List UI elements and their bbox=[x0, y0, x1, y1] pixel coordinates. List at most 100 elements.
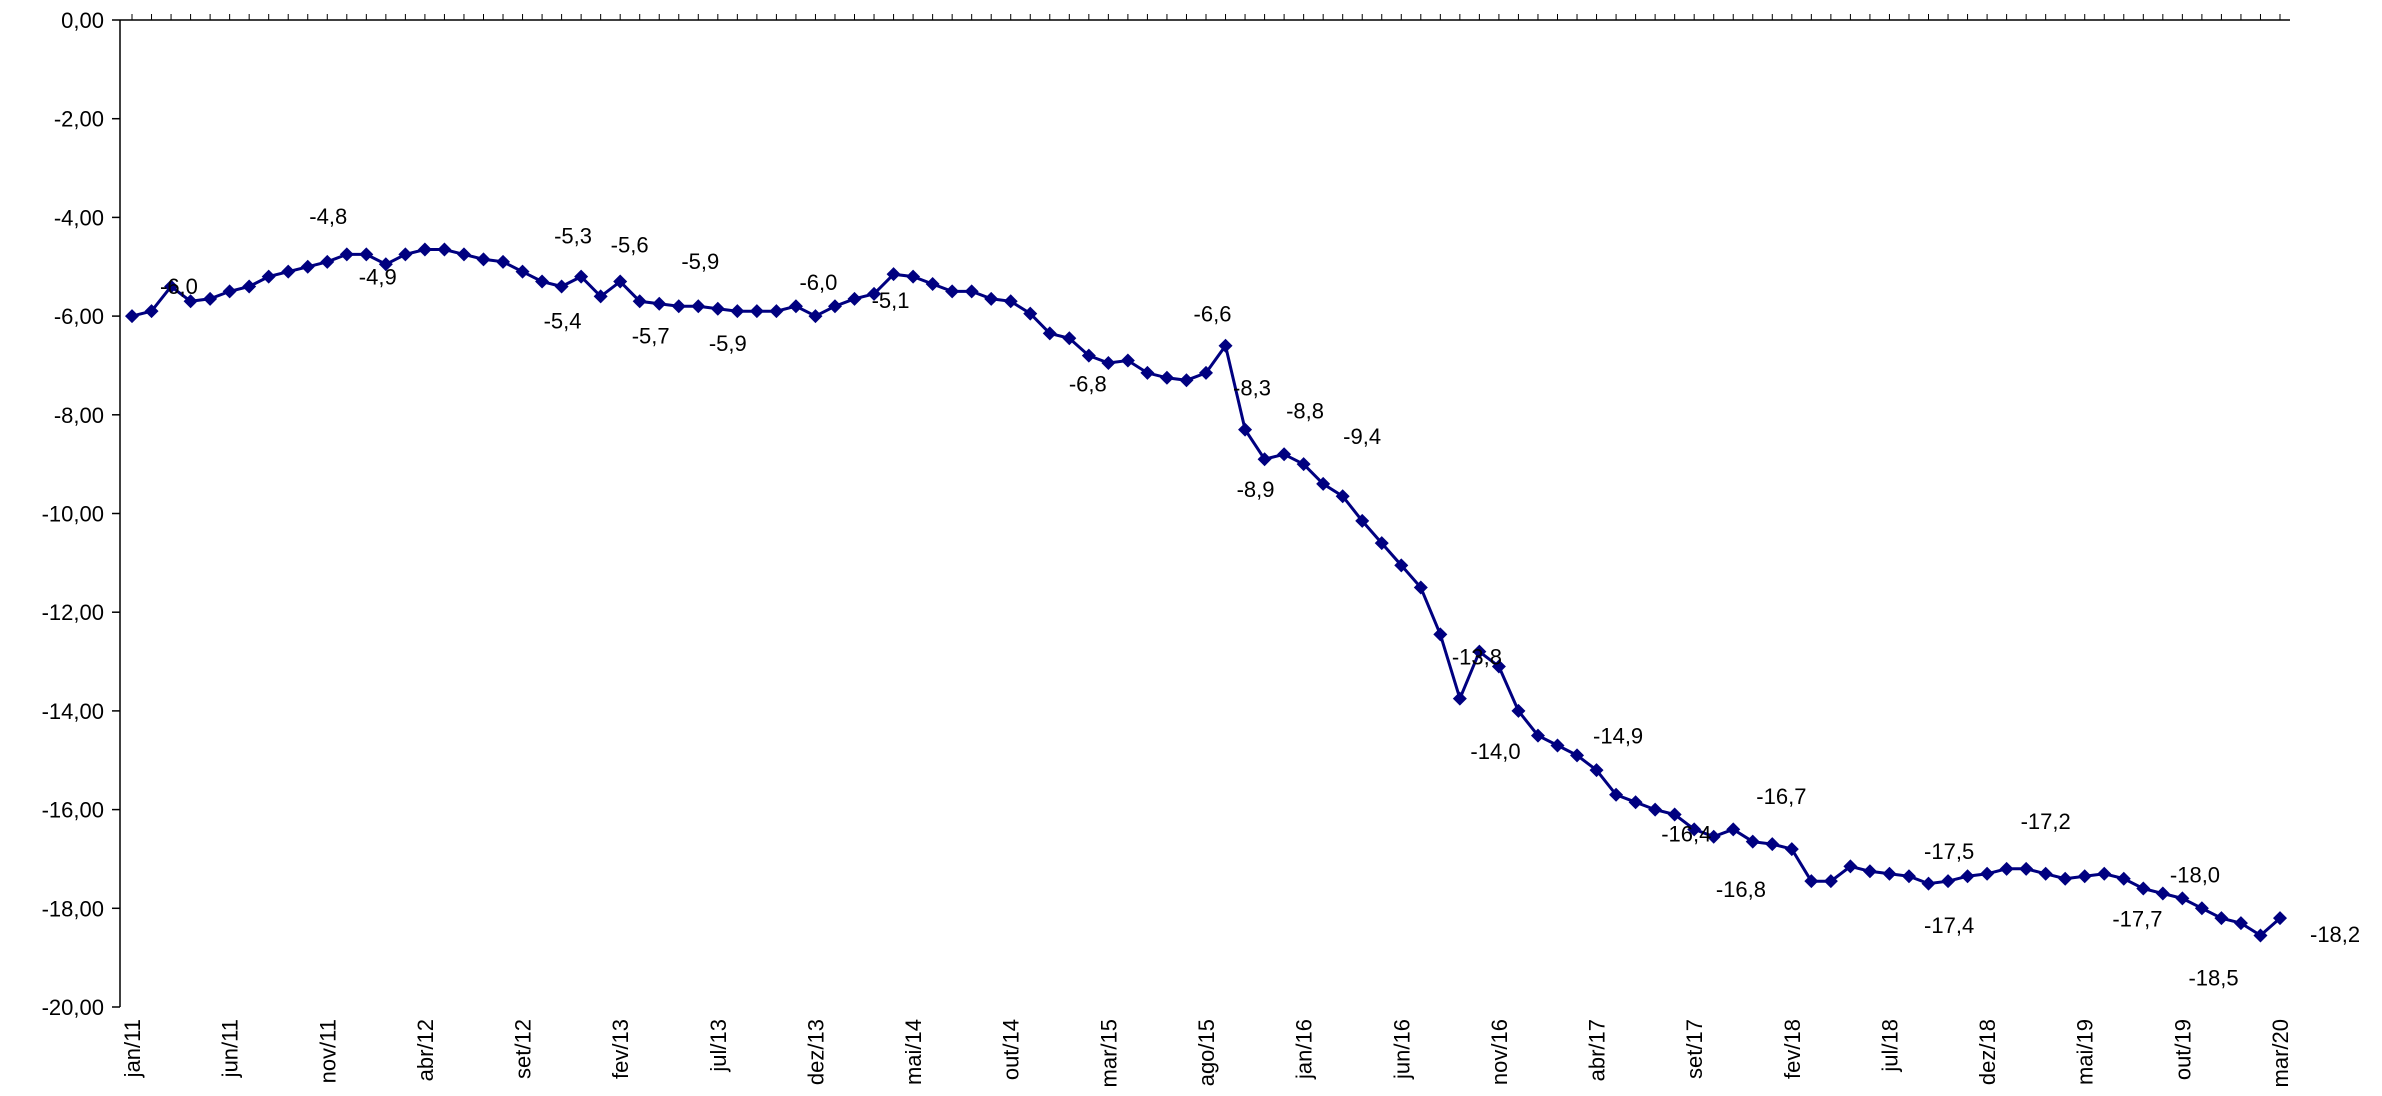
x-tick-label: dez/18 bbox=[1975, 1019, 2000, 1085]
data-point bbox=[125, 309, 139, 324]
data-point bbox=[2273, 911, 2287, 926]
data-point bbox=[1042, 326, 1057, 341]
data-label: -5,3 bbox=[554, 224, 592, 249]
data-point bbox=[984, 291, 999, 306]
y-tick-label: -14,00 bbox=[42, 699, 104, 724]
data-point bbox=[867, 286, 882, 301]
data-label: -18,5 bbox=[2188, 965, 2238, 990]
data-point bbox=[1355, 513, 1370, 528]
x-tick-label: mai/19 bbox=[2073, 1019, 2098, 1085]
data-point bbox=[1823, 874, 1838, 889]
data-point bbox=[1472, 644, 1487, 659]
data-point bbox=[1843, 859, 1858, 874]
data-point bbox=[183, 294, 198, 309]
data-point bbox=[1980, 866, 1995, 881]
data-label: -6,0 bbox=[160, 274, 198, 299]
data-point bbox=[1335, 489, 1350, 504]
x-axis-ticks: jan/11 jun/11 nov/11 abr/12 set/12 fev/13 jul/… bbox=[120, 14, 2293, 1087]
data-label: -5,4 bbox=[544, 308, 582, 333]
data-point bbox=[1941, 874, 1956, 889]
data-point bbox=[964, 284, 979, 299]
data-point bbox=[144, 304, 159, 319]
data-point bbox=[769, 304, 784, 319]
x-tick-label: jun/11 bbox=[218, 1019, 243, 1078]
data-point bbox=[1882, 866, 1897, 881]
x-tick-label: mar/15 bbox=[1096, 1019, 1121, 1087]
x-tick-label: out/14 bbox=[999, 1019, 1024, 1080]
data-label: -17,7 bbox=[2112, 906, 2162, 931]
x-tick-label: jul/13 bbox=[706, 1019, 731, 1073]
data-point bbox=[300, 259, 315, 274]
data-point bbox=[378, 257, 393, 272]
data-point bbox=[437, 242, 452, 257]
y-tick-label: -18,00 bbox=[42, 896, 104, 921]
data-point bbox=[1745, 834, 1760, 849]
data-point bbox=[1570, 748, 1585, 763]
data-point bbox=[1081, 348, 1096, 363]
data-point bbox=[1433, 627, 1448, 642]
data-point bbox=[2155, 886, 2170, 901]
data-point bbox=[593, 289, 608, 304]
data-point bbox=[1003, 294, 1018, 309]
data-point bbox=[906, 269, 921, 284]
x-tick-label: set/17 bbox=[1682, 1019, 1707, 1079]
data-point bbox=[535, 274, 550, 289]
data-point bbox=[945, 284, 960, 299]
y-tick-label: -4,00 bbox=[54, 205, 104, 230]
data-point bbox=[515, 264, 530, 279]
data-point bbox=[2214, 911, 2229, 926]
data-point bbox=[1179, 373, 1194, 388]
data-point bbox=[632, 294, 647, 309]
data-point bbox=[1628, 795, 1643, 810]
data-point bbox=[925, 277, 940, 292]
data-point bbox=[1550, 738, 1565, 753]
x-tick-label: ago/15 bbox=[1194, 1019, 1219, 1086]
data-point bbox=[1374, 536, 1389, 551]
data-point bbox=[691, 299, 706, 314]
data-point bbox=[2019, 861, 2034, 876]
data-point bbox=[2038, 866, 2053, 881]
x-tick-label: nov/16 bbox=[1487, 1019, 1512, 1085]
data-point bbox=[886, 267, 901, 282]
data-point bbox=[1452, 691, 1467, 706]
data-point bbox=[2175, 891, 2190, 906]
y-tick-label: -20,00 bbox=[42, 995, 104, 1020]
y-tick-label: 0,00 bbox=[61, 8, 104, 33]
data-label: -18,2 bbox=[2310, 922, 2360, 947]
data-label: -14,0 bbox=[1470, 739, 1520, 764]
data-label: -6,6 bbox=[1194, 302, 1232, 327]
data-label: -16,4 bbox=[1661, 821, 1711, 846]
data-point bbox=[1277, 447, 1292, 462]
x-tick-label: nov/11 bbox=[315, 1019, 340, 1083]
data-point bbox=[1140, 365, 1155, 380]
data-label: -6,8 bbox=[1069, 372, 1107, 397]
data-point bbox=[1960, 869, 1975, 884]
x-tick-label: mai/14 bbox=[901, 1019, 926, 1085]
data-point bbox=[730, 304, 745, 319]
data-point bbox=[808, 309, 823, 324]
data-point bbox=[1667, 807, 1682, 822]
x-tick-label: fev/18 bbox=[1780, 1019, 1805, 1079]
data-point bbox=[2077, 869, 2092, 884]
data-label: -5,1 bbox=[872, 288, 910, 313]
data-point bbox=[1023, 306, 1038, 321]
data-label: -17,5 bbox=[1924, 839, 1974, 864]
y-tick-label: -2,00 bbox=[54, 107, 104, 132]
data-label: -16,7 bbox=[1756, 784, 1806, 809]
data-point bbox=[788, 299, 803, 314]
data-point bbox=[847, 291, 862, 306]
y-axis-ticks: 0,00 -2,00 -4,00 -6,00 -8,00 -10,00 -12,00 -14,… bbox=[42, 8, 120, 1020]
data-point bbox=[2253, 928, 2268, 943]
data-labels-layer: -6,0 -4,8 -4,9 -5,3 -5,4 -5,6 -5,7 -5,9 -5,9 -6,0… bbox=[160, 204, 2360, 991]
data-point bbox=[1765, 837, 1780, 852]
data-point bbox=[1706, 829, 1721, 844]
data-point bbox=[1199, 365, 1213, 380]
data-point bbox=[1257, 452, 1272, 467]
data-label: -5,7 bbox=[632, 323, 670, 348]
data-point bbox=[2136, 881, 2151, 896]
data-point bbox=[1062, 331, 1077, 346]
data-label: -5,9 bbox=[681, 249, 719, 274]
data-point bbox=[1491, 659, 1506, 674]
data-point bbox=[1120, 353, 1135, 368]
data-point bbox=[613, 274, 628, 289]
